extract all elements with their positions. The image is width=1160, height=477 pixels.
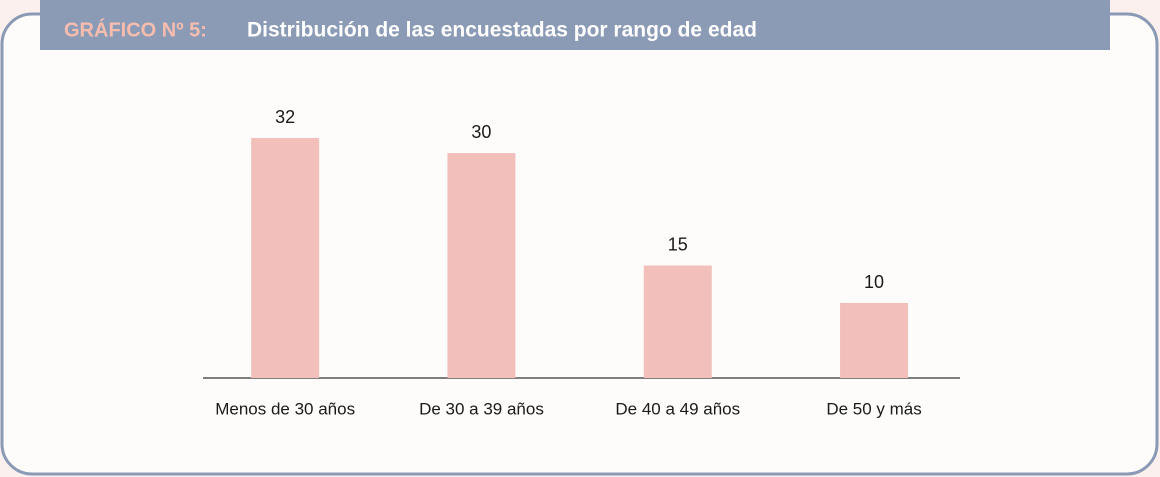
chart-label: GRÁFICO Nº 5: xyxy=(64,18,207,41)
bar xyxy=(643,265,712,378)
bar xyxy=(447,153,516,378)
bar xyxy=(251,138,320,378)
bar xyxy=(840,303,909,378)
value-label: 32 xyxy=(275,107,295,127)
x-tick-label: Menos de 30 años xyxy=(215,399,355,418)
panel xyxy=(0,12,1159,476)
value-label: 15 xyxy=(668,234,688,254)
value-label: 10 xyxy=(864,272,884,292)
x-tick-label: De 50 y más xyxy=(826,399,921,418)
chart-title: Distribución de las encuestadas por rang… xyxy=(247,19,757,42)
value-label: 30 xyxy=(471,122,491,142)
header-bar xyxy=(40,0,1110,50)
x-tick-label: De 30 a 39 años xyxy=(419,399,544,418)
x-tick-label: De 40 a 49 años xyxy=(615,399,740,418)
